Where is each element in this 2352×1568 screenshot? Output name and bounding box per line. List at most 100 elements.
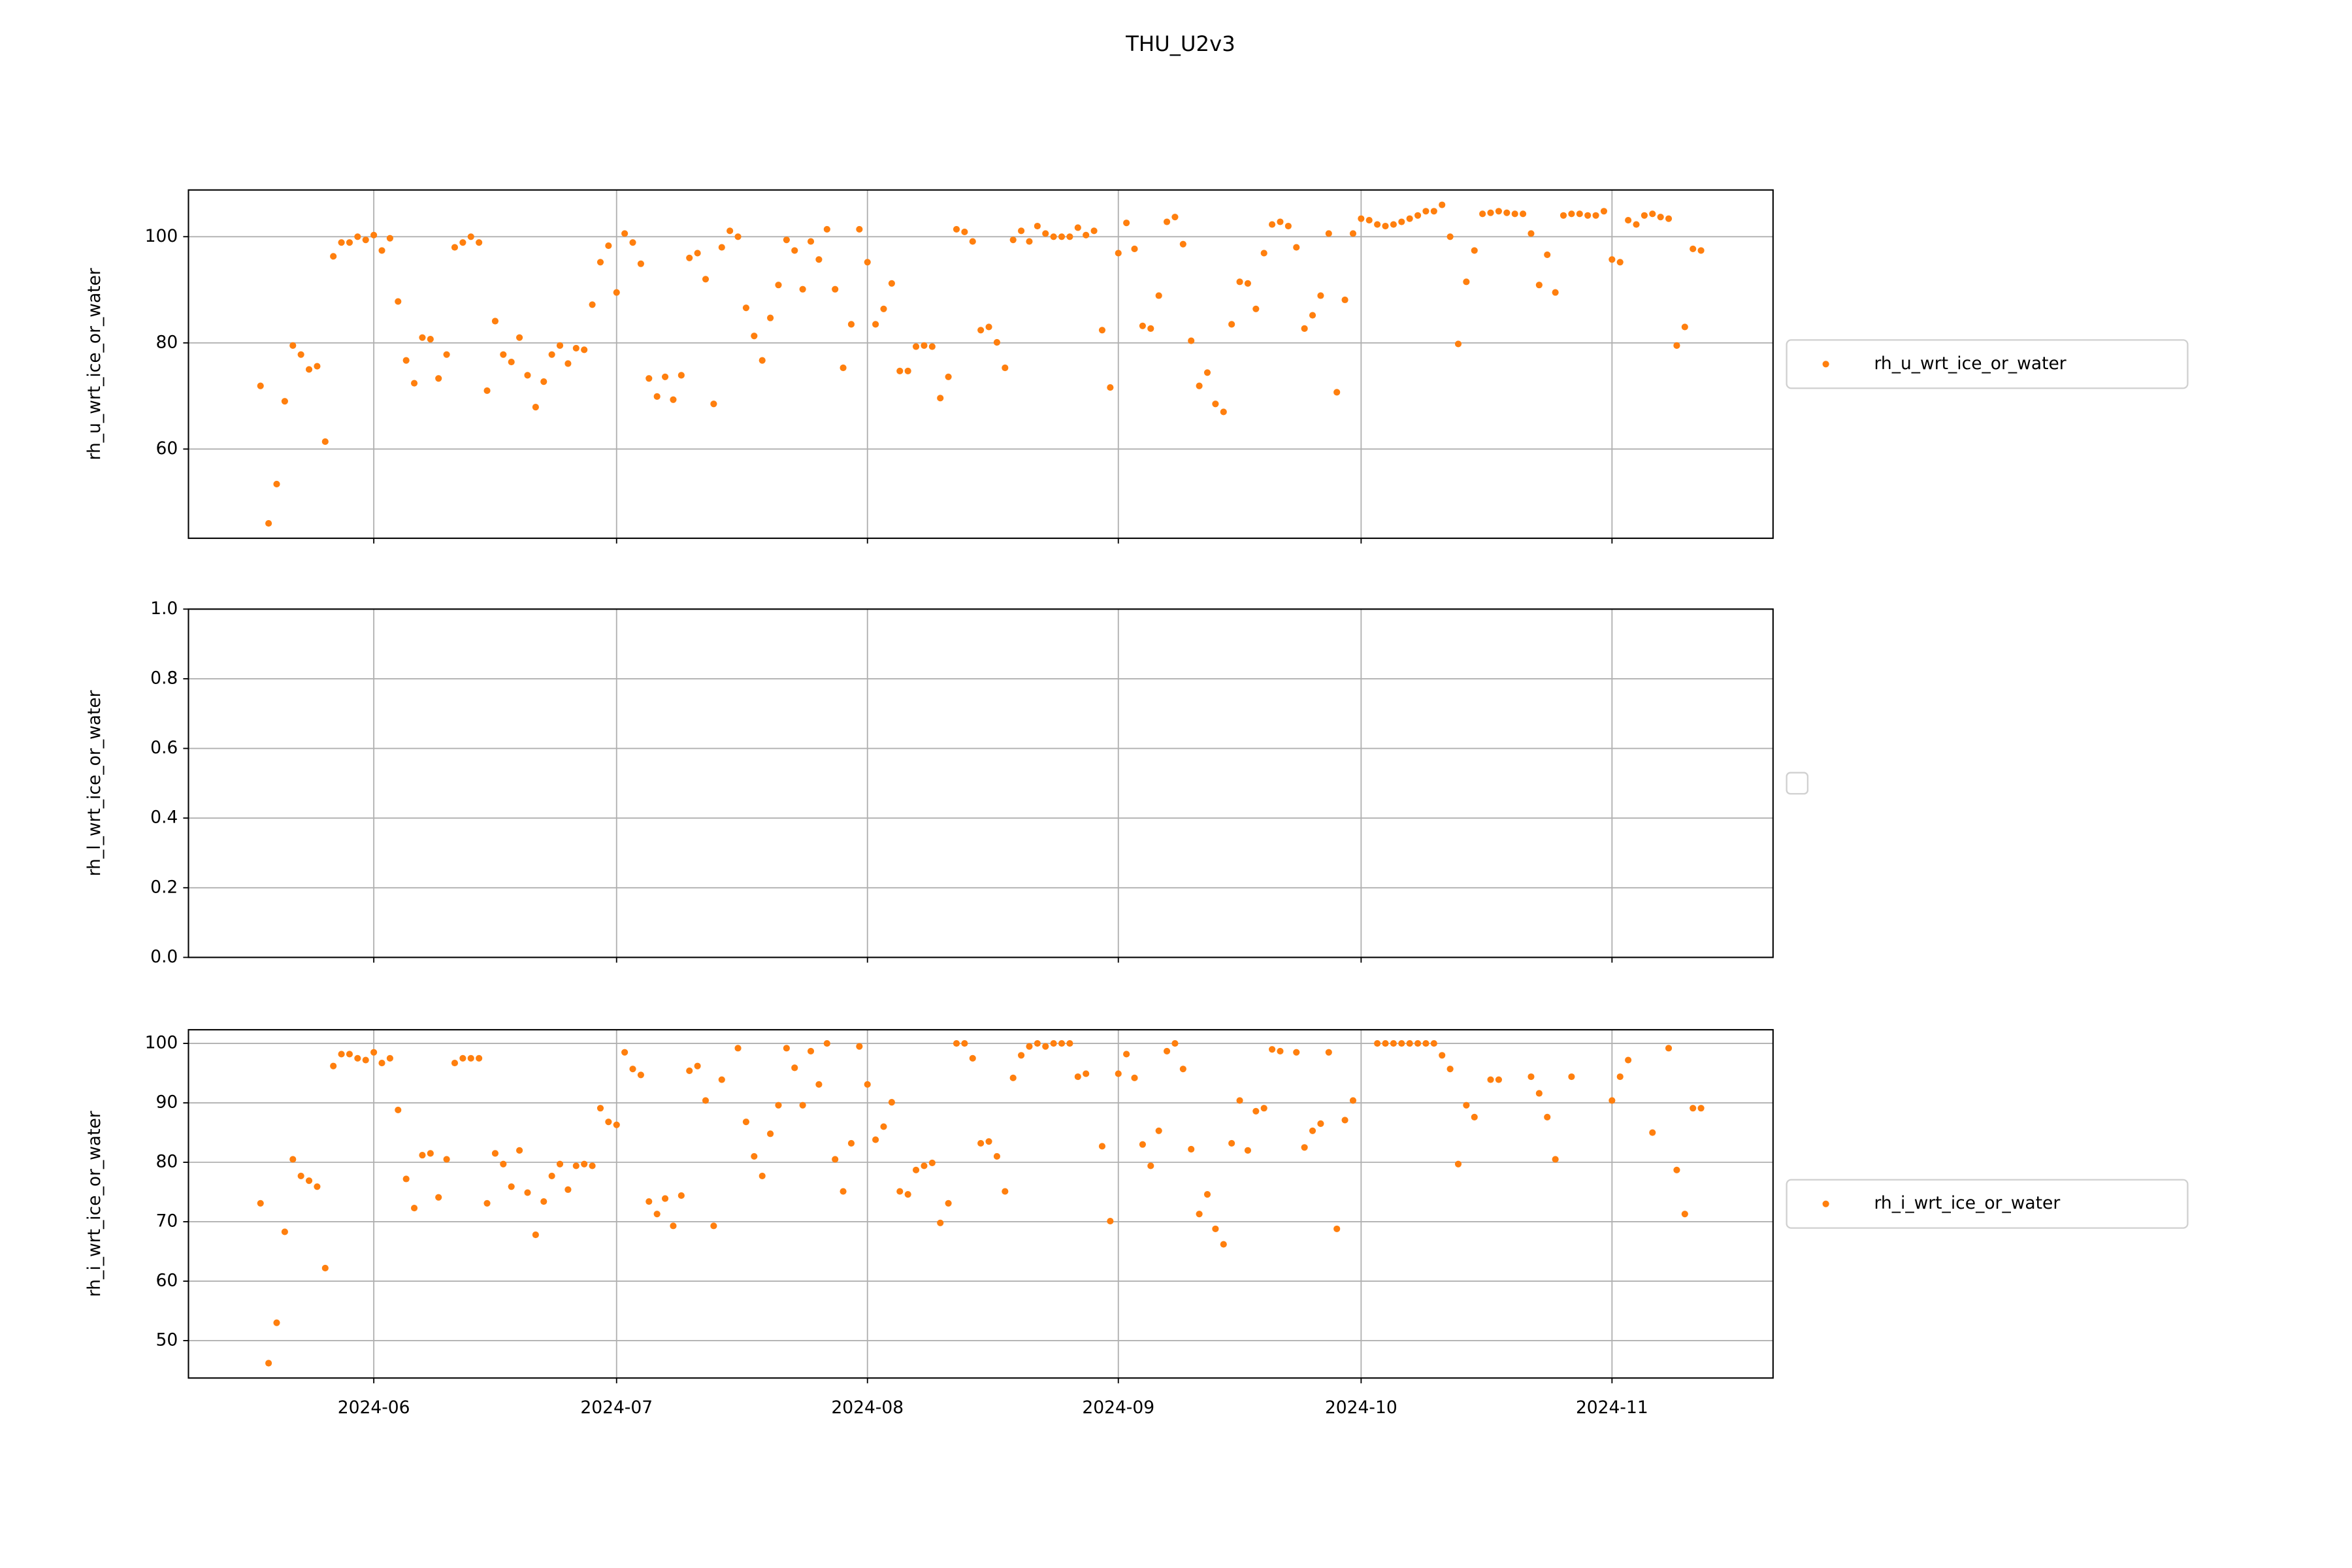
data-point [410,1204,418,1212]
data-point [921,1162,928,1169]
data-point [759,357,766,364]
data-point [840,364,847,372]
data-point [1042,1043,1049,1050]
data-point [1188,337,1195,344]
data-point [273,1319,280,1326]
data-point [1430,208,1437,215]
data-point [1544,1113,1551,1120]
data-point [1252,1107,1260,1115]
data-point [467,1054,474,1062]
data-point [621,1049,629,1056]
data-point [1690,245,1697,253]
data-point [1673,342,1680,349]
data-point [1665,215,1673,222]
data-point [1446,1066,1454,1073]
data-point [1625,217,1632,224]
data-point [564,1186,572,1193]
data-point [742,304,750,312]
data-point [257,1200,264,1207]
data-point [1083,231,1090,238]
data-point [629,1066,636,1073]
data-point [928,343,936,350]
data-point [1430,1039,1437,1047]
data-point [880,305,887,312]
y-tick-label: 1.0 [150,598,178,619]
data-point [1155,1127,1162,1134]
data-point [572,1162,580,1169]
data-point [751,333,758,340]
data-point [1649,1129,1656,1136]
data-point [1487,1076,1494,1083]
data-point [1681,323,1688,331]
data-point [1609,256,1616,263]
data-point [686,254,693,261]
data-point [807,1047,815,1054]
data-point [1576,210,1583,218]
legend-label: rh_i_wrt_ice_or_water [1874,1193,2060,1213]
data-point [969,1054,976,1062]
data-point [815,256,823,263]
data-point [880,1123,887,1130]
x-tick-label: 2024-11 [1576,1397,1648,1418]
data-point [1252,305,1260,312]
data-point [1333,389,1341,396]
data-point [767,314,774,321]
data-point [1633,221,1640,228]
data-point [395,1106,402,1114]
data-point [1349,1097,1357,1104]
data-point [314,1183,321,1190]
data-point [1293,244,1300,251]
axes-frame [188,1029,1774,1379]
data-point [467,233,474,240]
data-point [783,237,790,244]
legend: rh_i_wrt_ice_or_water [1786,1179,2189,1229]
data-point [678,372,685,379]
data-point [1552,289,1559,296]
data-point [613,1121,620,1128]
data-point [451,1060,459,1067]
data-point [1220,1241,1227,1248]
data-point [1463,278,1470,286]
data-point [945,373,952,380]
data-point [459,1054,466,1062]
legend-marker [1822,361,1829,368]
data-point [1277,218,1284,225]
data-point [645,375,653,382]
data-point [1471,247,1478,254]
data-point [847,321,855,328]
data-point [1398,218,1405,225]
data-point [362,1056,369,1064]
data-point [435,375,442,382]
figure-title: THU_U2v3 [1125,31,1235,56]
data-point [1171,1039,1179,1047]
data-point [1034,1039,1041,1047]
y-tick-label: 0.8 [150,668,178,688]
y-tick-label: 100 [145,1033,178,1053]
data-point [386,1054,393,1062]
data-point [1196,382,1203,389]
data-point [508,1183,515,1190]
data-point [1155,292,1162,299]
data-point [1414,1039,1422,1047]
data-point [483,1200,491,1207]
data-point [1317,1120,1324,1127]
data-point [759,1172,766,1180]
data-point [443,351,450,358]
data-point [1002,1188,1009,1195]
y-tick-label: 60 [156,438,178,459]
data-point [410,380,418,387]
data-point [305,366,313,373]
data-point [524,1189,531,1196]
data-point [1665,1045,1673,1052]
data-point [1673,1166,1680,1173]
data-point [476,239,483,246]
data-point [548,1172,555,1180]
data-point [629,239,636,246]
data-point [1050,1039,1057,1047]
data-point [653,1211,661,1218]
data-point [1139,1141,1146,1148]
x-tick-label: 2024-10 [1325,1397,1397,1418]
data-point [1609,1097,1616,1104]
data-point [1511,210,1518,218]
